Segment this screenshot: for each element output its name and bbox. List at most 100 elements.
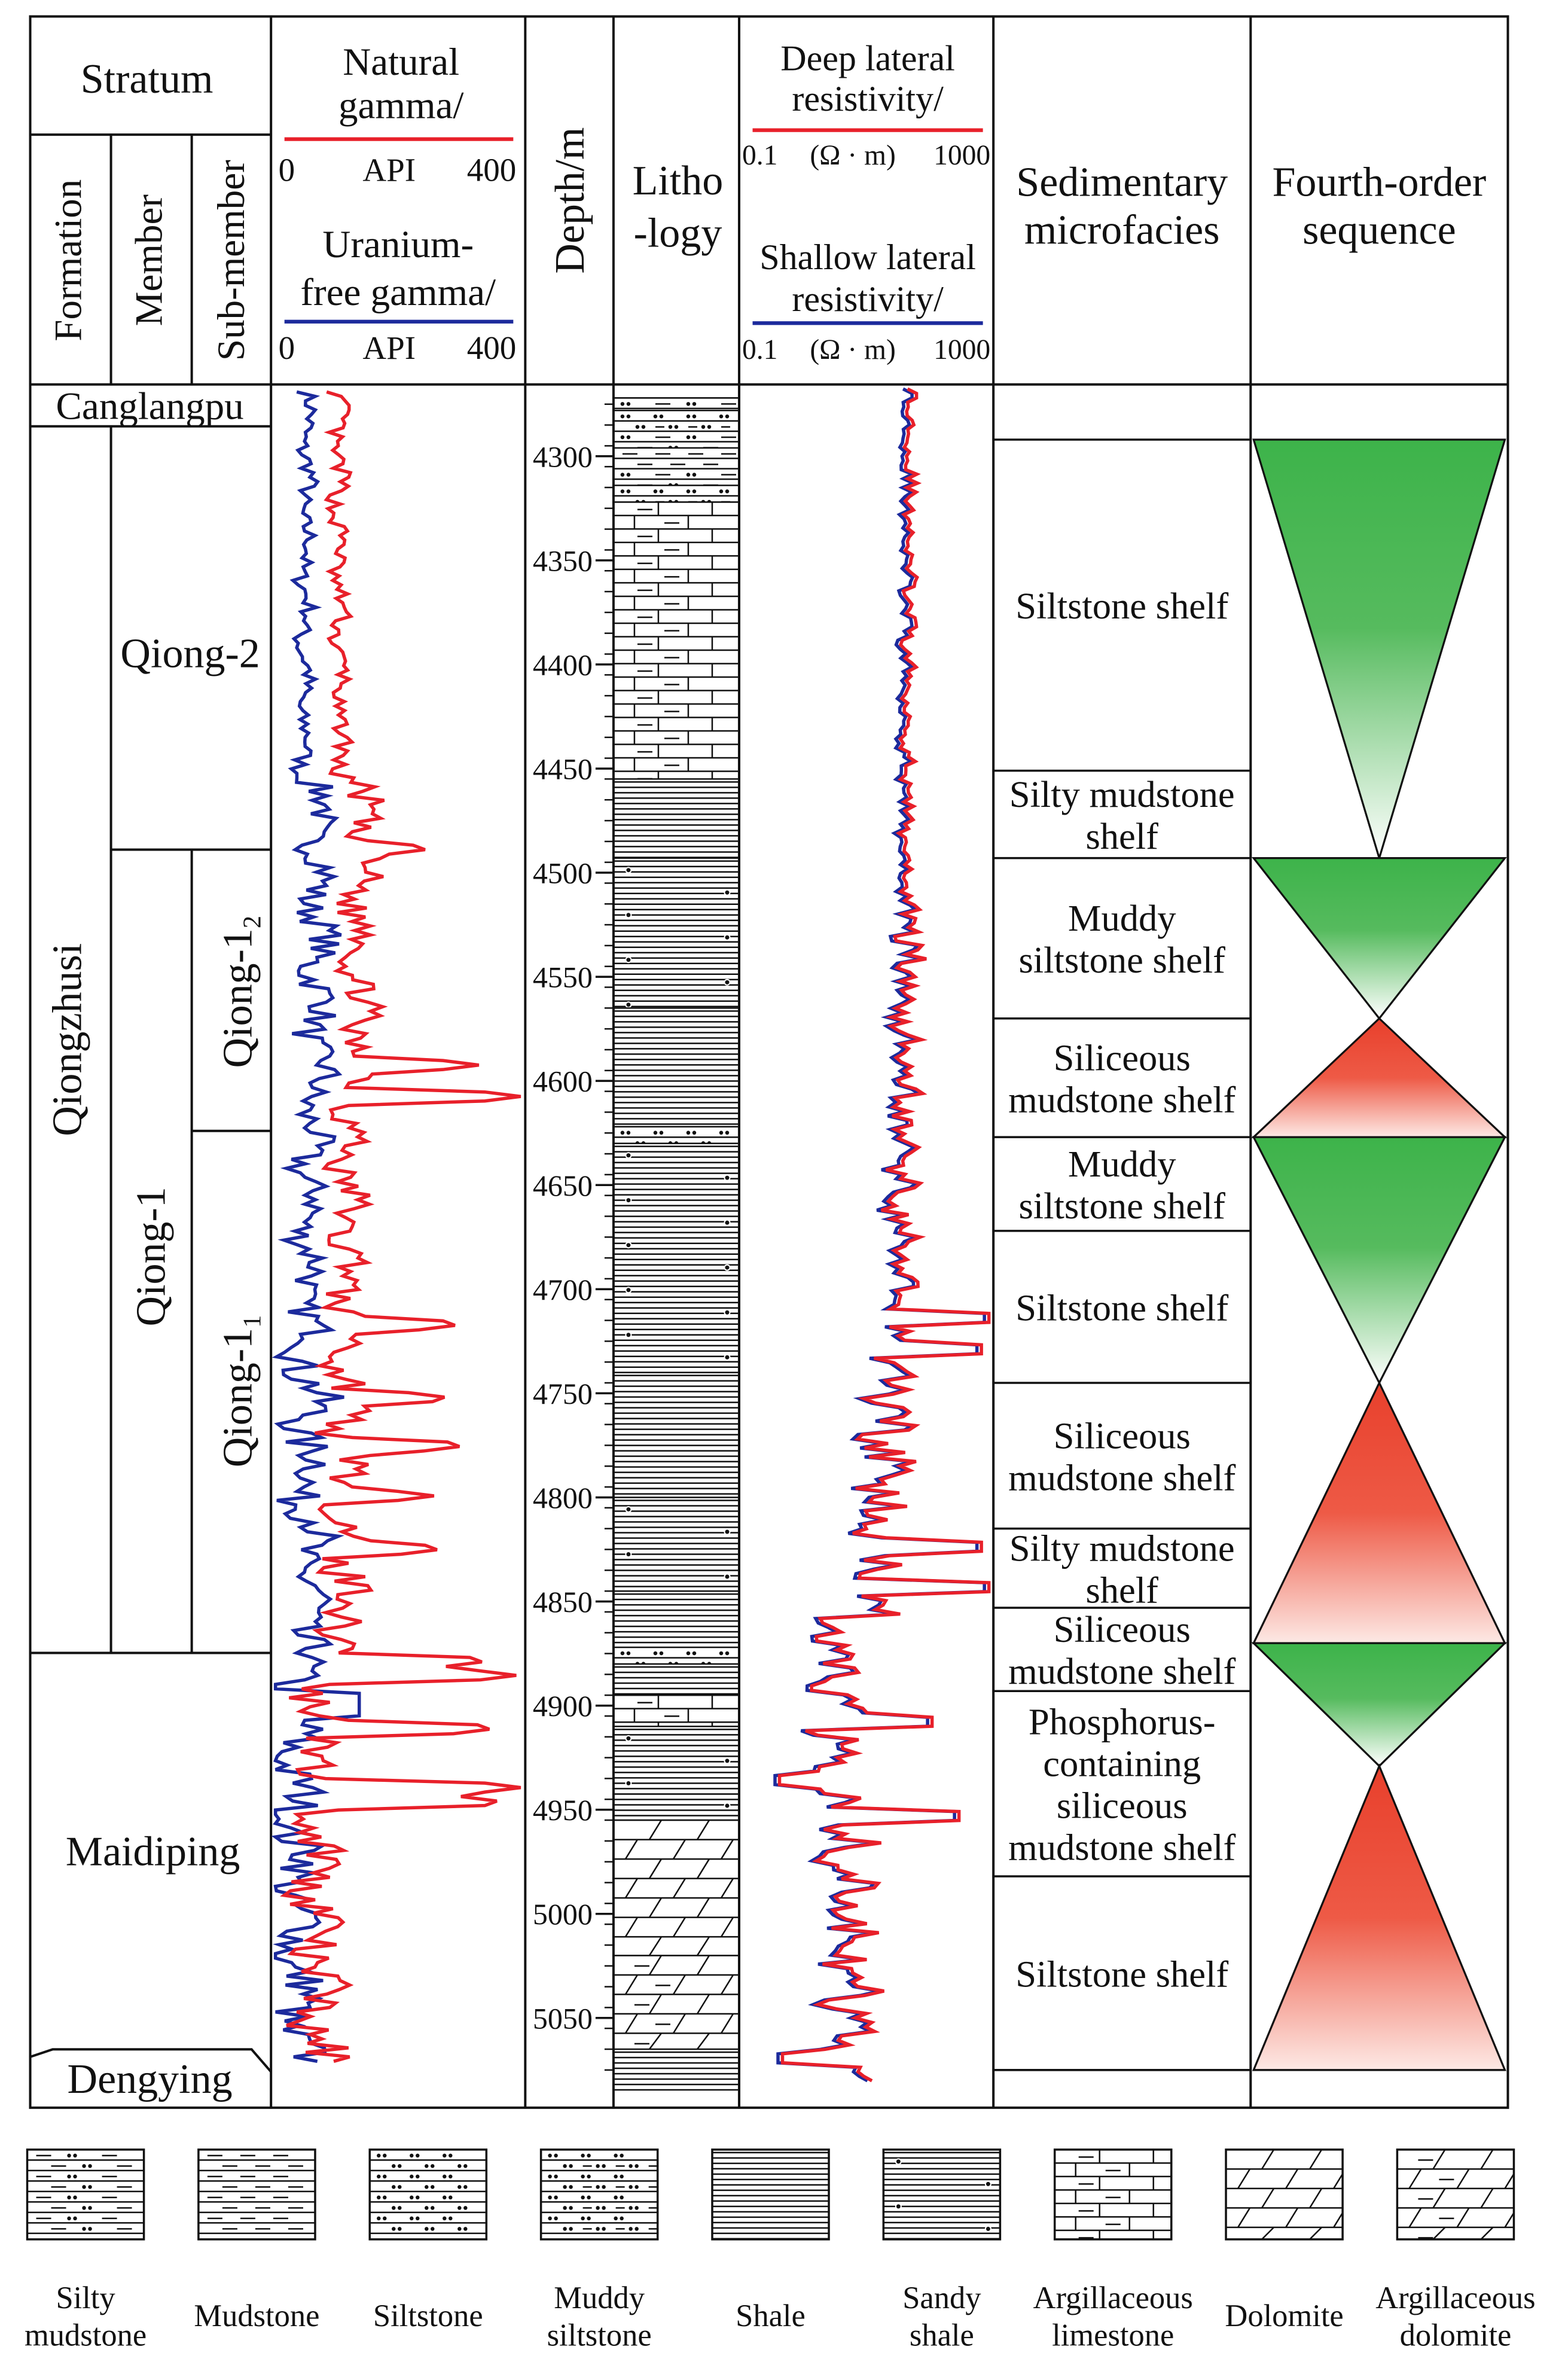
header-shallow-resistivity-line1: Shallow lateral bbox=[759, 237, 976, 277]
microfacies-label: containing bbox=[1043, 1743, 1201, 1785]
uranium-free-gamma-curve bbox=[271, 390, 361, 2064]
lithology-interval-silty-mudstone bbox=[613, 430, 739, 448]
microfacies-label: Silty mudstone bbox=[1009, 773, 1235, 815]
sequence-triangle-green bbox=[1251, 857, 1507, 1020]
header-microfacies-line1: Sedimentary bbox=[1016, 160, 1228, 206]
depth-tick-label: 4350 bbox=[533, 544, 593, 577]
shallow-resistivity-scale-unit: (Ω · m) bbox=[810, 334, 895, 365]
svg-text:Qiong-11: Qiong-11 bbox=[215, 1315, 267, 1468]
formation-dengying: Dengying bbox=[68, 2056, 233, 2102]
depth-tick-label: 4650 bbox=[533, 1169, 593, 1202]
legend-label: Muddy bbox=[554, 2281, 645, 2315]
header-microfacies-line2: microfacies bbox=[1024, 208, 1220, 254]
header-natural-gamma-line2: gamma/ bbox=[338, 84, 464, 127]
depth-tick-label: 4550 bbox=[533, 961, 593, 994]
uranium-free-gamma-scale-min: 0 bbox=[279, 330, 295, 366]
uranium-free-gamma-scale-unit: API bbox=[362, 330, 416, 366]
lithology-interval-dolomite bbox=[613, 1819, 739, 1956]
lithology-track bbox=[613, 397, 739, 2091]
header-sub-member: Sub-member bbox=[210, 160, 253, 361]
microfacies-label: mudstone shelf bbox=[1008, 1078, 1236, 1120]
microfacies-label: Phosphorus- bbox=[1029, 1701, 1216, 1743]
header-deep-resistivity-line2: resistivity/ bbox=[792, 79, 944, 118]
natural-gamma-scale-max: 400 bbox=[467, 152, 517, 188]
depth-tick-label: 4850 bbox=[533, 1585, 593, 1619]
lithology-interval-sandy-shale bbox=[613, 1726, 739, 1817]
lithology-interval-argillaceous-dolomite bbox=[613, 1955, 739, 2049]
lithology-interval-siltstone bbox=[613, 1646, 739, 1664]
microfacies-label: Siltstone shelf bbox=[1015, 585, 1228, 627]
legend-swatch bbox=[1053, 2148, 1173, 2241]
microfacies-label: mudstone shelf bbox=[1008, 1827, 1236, 1869]
microfacies-label: Siltstone shelf bbox=[1015, 1287, 1228, 1328]
depth-tick-label: 4900 bbox=[533, 1689, 593, 1723]
legend-swatch bbox=[197, 2148, 316, 2241]
header-shallow-resistivity-line2: resistivity/ bbox=[792, 279, 944, 319]
microfacies-label: siltstone shelf bbox=[1018, 939, 1225, 981]
microfacies-label: Siliceous bbox=[1054, 1415, 1191, 1456]
shallow-resistivity-curve bbox=[773, 387, 986, 2083]
depth-tick-label: 4500 bbox=[533, 857, 593, 890]
microfacies-label: siltstone shelf bbox=[1018, 1185, 1225, 1227]
depth-tick-label: 5000 bbox=[533, 1897, 593, 1931]
deep-resistivity-curve bbox=[777, 387, 991, 2083]
gamma-track bbox=[271, 390, 521, 2064]
header-depth: Depth/m bbox=[547, 127, 593, 274]
formation-qiongzhusi: Qiongzhusi bbox=[45, 943, 91, 1136]
legend-label: dolomite bbox=[1400, 2318, 1512, 2352]
legend-swatch bbox=[711, 2148, 830, 2241]
legend-label: Argillaceous bbox=[1375, 2281, 1535, 2315]
lithology-interval-sandy-shale bbox=[613, 857, 739, 1008]
legend-label: Mudstone bbox=[194, 2299, 319, 2333]
microfacies-label: mudstone shelf bbox=[1008, 1650, 1236, 1692]
lithology-interval-shale bbox=[613, 2048, 739, 2091]
legend-swatch bbox=[368, 2148, 488, 2241]
lithology-interval-muddy-siltstone bbox=[613, 409, 739, 432]
depth-track: 4300 4350 4400 4450 4500 4550 4600 4650 4700 4750… bbox=[533, 403, 614, 2071]
sequence-triangle-green bbox=[1252, 438, 1506, 862]
header-member: Member bbox=[128, 194, 171, 327]
legend-item-mudstone: Mudstone bbox=[194, 2148, 319, 2333]
lithology-interval-sandy-shale bbox=[613, 1142, 739, 1369]
sequence-track bbox=[1251, 438, 1508, 2071]
lithology-interval-argillaceous-limestone bbox=[613, 501, 739, 779]
legend-label: siltstone bbox=[547, 2318, 652, 2352]
header-uranium-free-gamma-line2: free gamma/ bbox=[300, 271, 496, 314]
header-sequence-line2: sequence bbox=[1302, 208, 1456, 254]
member-qiong1: Qiong-1 bbox=[129, 1187, 175, 1326]
deep-resistivity-scale-unit: (Ω · m) bbox=[810, 140, 895, 171]
natural-gamma-scale-min: 0 bbox=[279, 152, 295, 188]
depth-tick-label: 4400 bbox=[533, 648, 593, 681]
depth-tick-label: 4950 bbox=[533, 1793, 593, 1827]
sequence-triangle-red bbox=[1252, 1380, 1507, 1644]
lithology-interval-shale bbox=[613, 1007, 739, 1125]
legend-label: Shale bbox=[736, 2299, 806, 2333]
header-sequence-line1: Fourth-order bbox=[1272, 160, 1486, 206]
depth-tick-label: 4600 bbox=[533, 1065, 593, 1098]
shallow-resistivity-scale-max: 1000 bbox=[934, 334, 990, 365]
sequence-triangle-green bbox=[1251, 1642, 1508, 1767]
svg-text:Qiong-12: Qiong-12 bbox=[215, 916, 267, 1068]
header-natural-gamma-line1: Natural bbox=[343, 41, 459, 84]
header-lithology-line2: -logy bbox=[634, 211, 722, 257]
legend-label: limestone bbox=[1052, 2318, 1174, 2352]
depth-tick-label: 5050 bbox=[533, 2001, 593, 2035]
legend-item-shale: Shale bbox=[711, 2148, 830, 2333]
sequence-triangle-red bbox=[1252, 1763, 1506, 2071]
deep-resistivity-scale-max: 1000 bbox=[934, 140, 990, 171]
legend-label: Sandy bbox=[902, 2281, 981, 2315]
table-frame bbox=[29, 15, 1509, 2109]
header-lithology-line1: Litho bbox=[633, 158, 724, 204]
lithology-interval-argillaceous-limestone bbox=[613, 1694, 739, 1727]
lithology-interval-sandy-shale bbox=[613, 1497, 739, 1587]
